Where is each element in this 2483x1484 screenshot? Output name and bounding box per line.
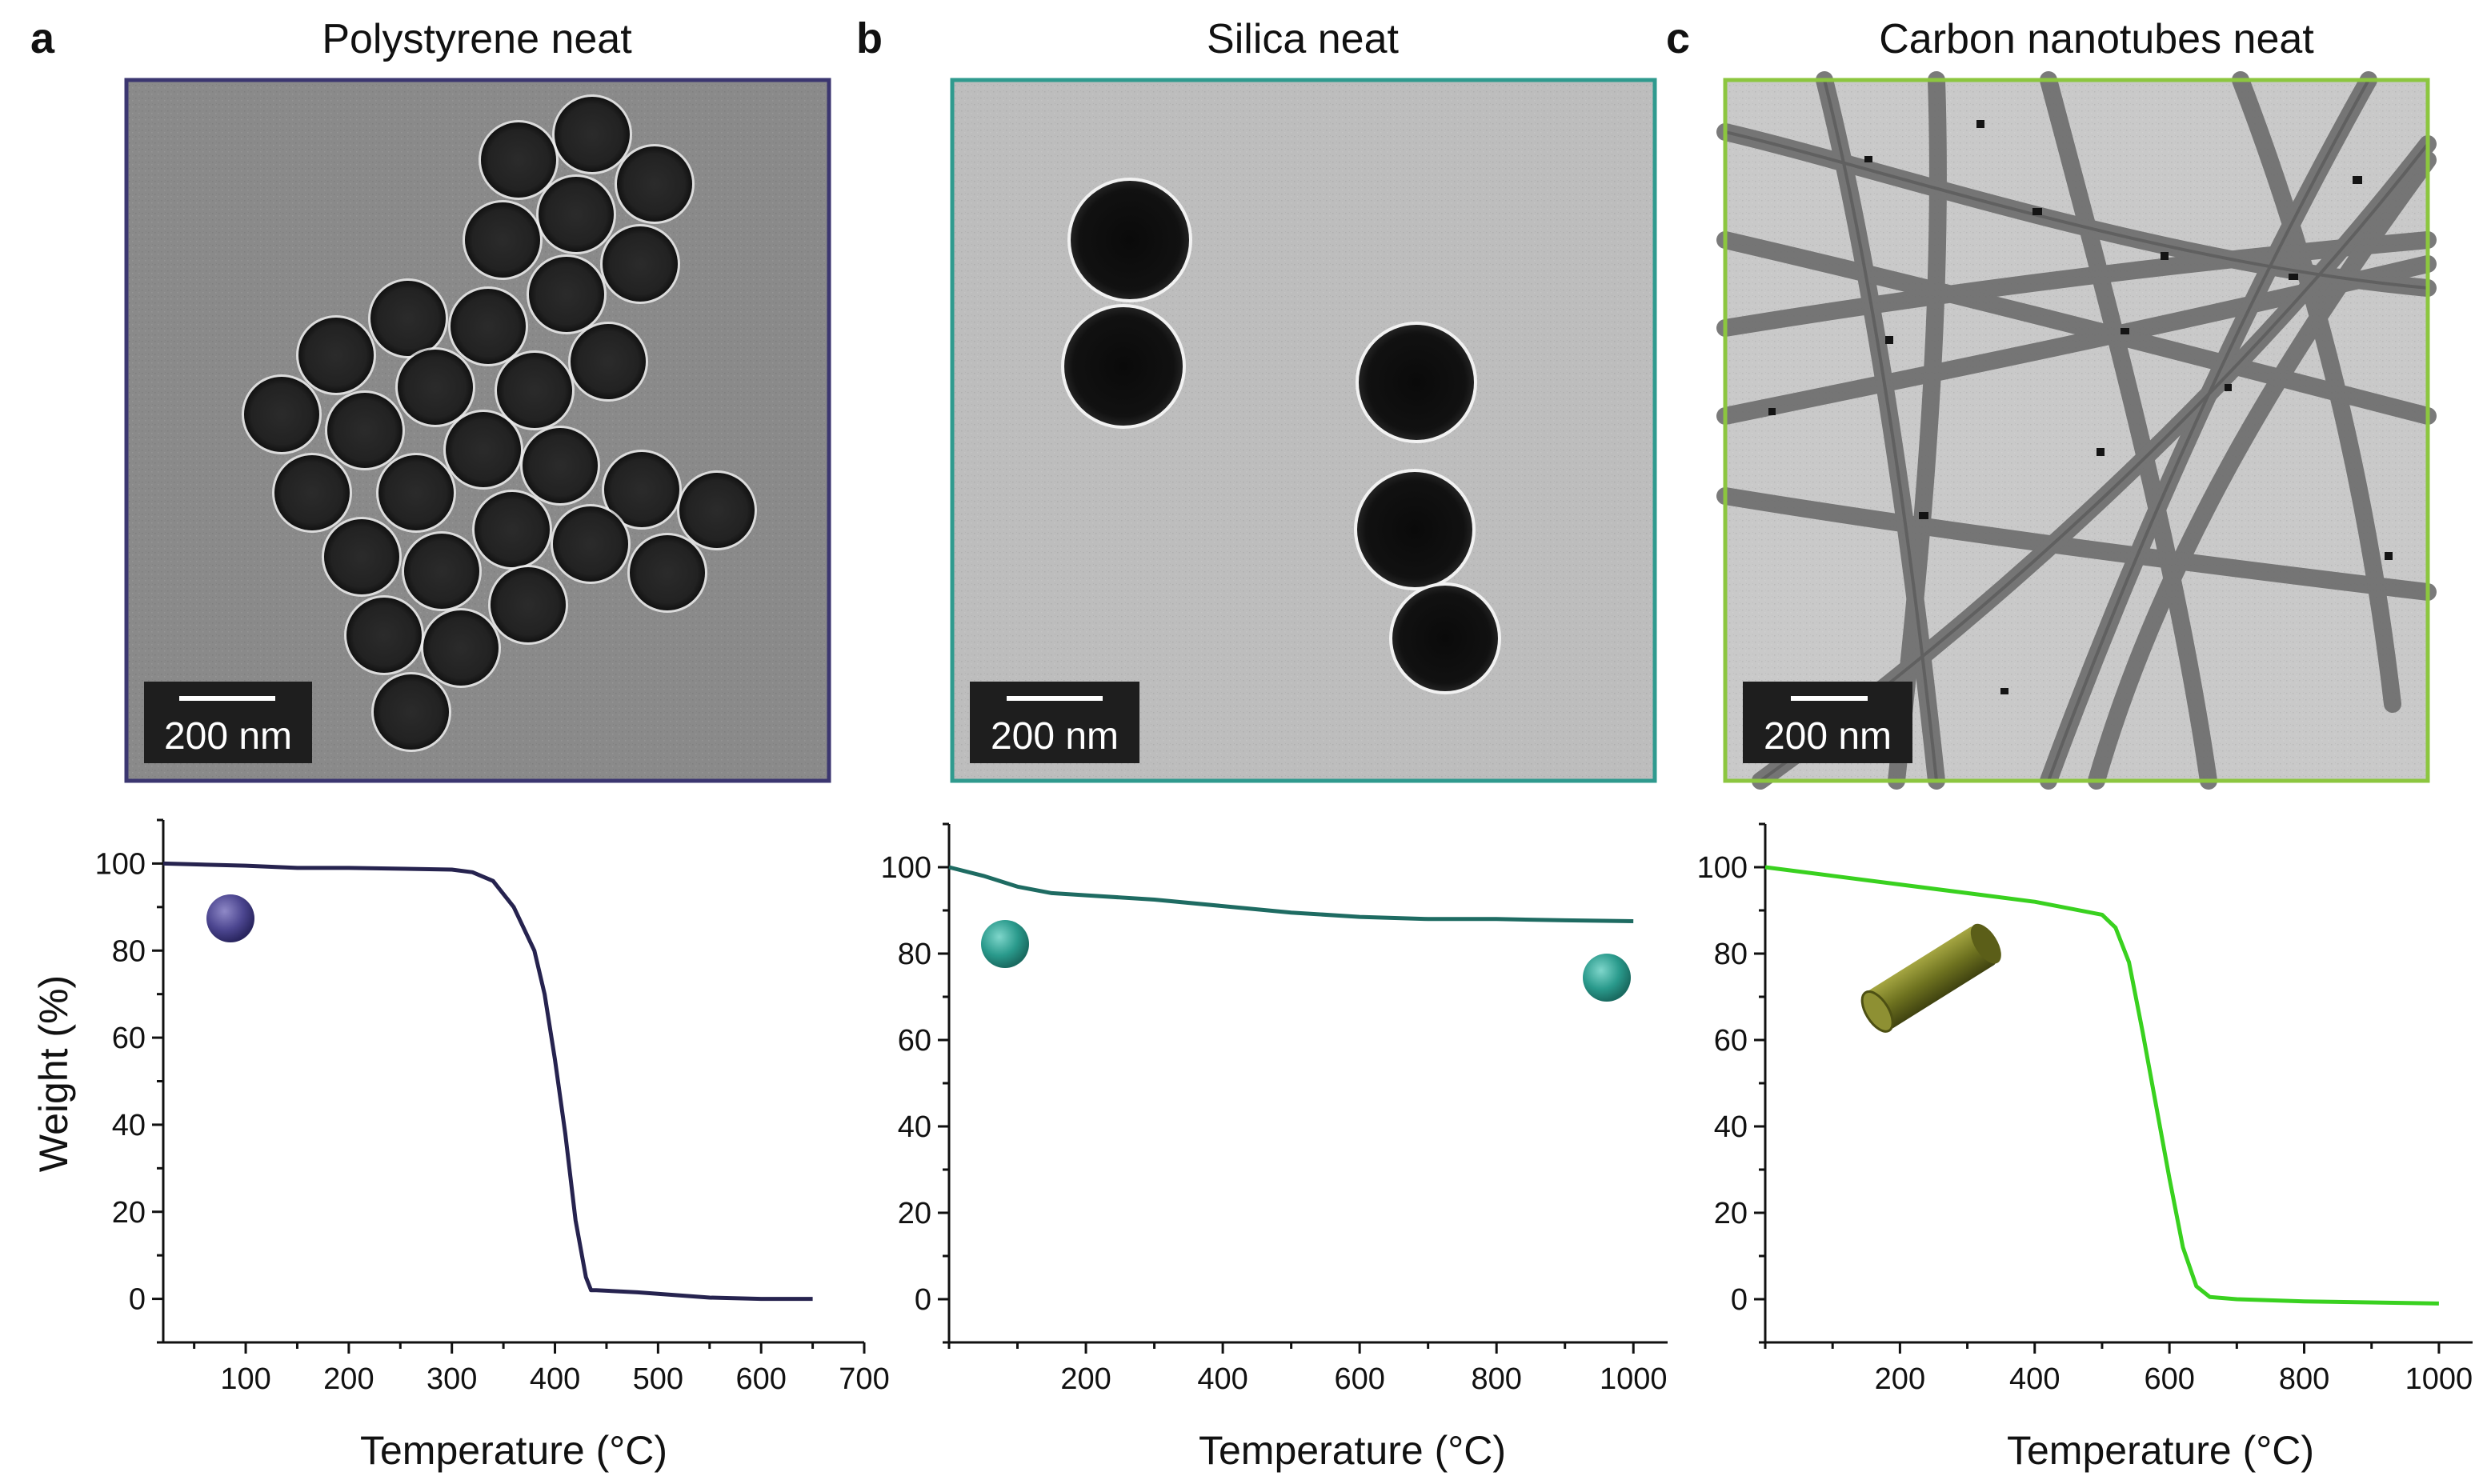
y-tick-label: 60 bbox=[898, 1024, 931, 1058]
scale-bar-label-c: 200 nm bbox=[1764, 715, 1892, 758]
y-tick-label: 20 bbox=[898, 1197, 931, 1230]
series-line bbox=[162, 861, 813, 1302]
y-tick-label: 100 bbox=[1697, 851, 1748, 885]
silica-particles bbox=[1061, 178, 1501, 694]
y-axis-label: Weight (%) bbox=[31, 975, 76, 1172]
y-tick-label: 100 bbox=[881, 851, 931, 885]
tga-chart-polystyrene: 0 20 40 60 80 100 100 200 300 400 500 600 700 Tempera… bbox=[95, 818, 890, 1473]
y-tick-label: 0 bbox=[915, 1283, 931, 1317]
y-tick-label: 40 bbox=[898, 1110, 931, 1144]
panel-title-c: Carbon nanotubes neat bbox=[1879, 16, 2314, 62]
x-tick-label: 1000 bbox=[1600, 1362, 1668, 1396]
polystyrene-particles bbox=[242, 94, 757, 752]
x-axis-label: Temperature (°C) bbox=[2007, 1428, 2314, 1473]
tga-chart-silica: 0 20 40 60 80 100 200 400 600 800 1000 Temperature … bbox=[881, 822, 1668, 1473]
polystyrene-sphere-icon bbox=[206, 894, 254, 942]
y-tick-label: 20 bbox=[112, 1196, 146, 1230]
y-tick-label: 60 bbox=[112, 1022, 146, 1055]
scale-bar-label-a: 200 nm bbox=[164, 715, 292, 758]
panel-letter-c: c bbox=[1666, 14, 1690, 62]
y-tick-label: 100 bbox=[95, 847, 146, 881]
x-tick-label: 200 bbox=[323, 1362, 374, 1396]
panel-title-a: Polystyrene neat bbox=[322, 16, 632, 62]
tem-image-polystyrene: 200 nm bbox=[124, 78, 831, 783]
panel-title-b: Silica neat bbox=[1207, 16, 1399, 62]
scale-bar-label-b: 200 nm bbox=[991, 715, 1119, 758]
scale-bar-c: 200 nm bbox=[1743, 682, 1912, 763]
tem-image-silica: 200 nm bbox=[950, 78, 1657, 783]
panel-letter-b: b bbox=[856, 14, 883, 62]
silica-sphere-icon-2 bbox=[1583, 954, 1631, 1002]
series-line bbox=[1764, 865, 2439, 1306]
scale-bar-a: 200 nm bbox=[144, 682, 312, 763]
nanotube-cylinder-icon bbox=[1860, 923, 2001, 1033]
series-line bbox=[948, 865, 1634, 923]
x-tick-label: 200 bbox=[1060, 1362, 1111, 1396]
x-tick-label: 400 bbox=[2009, 1362, 2060, 1396]
y-tick-label: 80 bbox=[112, 934, 146, 968]
x-tick-label: 600 bbox=[2144, 1362, 2194, 1396]
x-tick-label: 700 bbox=[839, 1362, 889, 1396]
panel-letter-a: a bbox=[30, 14, 55, 62]
y-tick-label: 60 bbox=[1714, 1024, 1748, 1058]
x-tick-label: 600 bbox=[1334, 1362, 1384, 1396]
y-tick-label: 40 bbox=[112, 1109, 146, 1142]
x-tick-label: 600 bbox=[735, 1362, 786, 1396]
y-tick-label: 40 bbox=[1714, 1110, 1748, 1144]
y-tick-label: 0 bbox=[1731, 1283, 1748, 1317]
x-tick-label: 400 bbox=[530, 1362, 580, 1396]
x-tick-label: 800 bbox=[2279, 1362, 2329, 1396]
y-tick-label: 20 bbox=[1714, 1197, 1748, 1230]
x-tick-label: 400 bbox=[1197, 1362, 1248, 1396]
x-tick-label: 300 bbox=[427, 1362, 477, 1396]
x-tick-label: 800 bbox=[1471, 1362, 1521, 1396]
y-tick-label: 0 bbox=[129, 1283, 146, 1317]
x-axis-label: Temperature (°C) bbox=[360, 1428, 667, 1473]
x-tick-label: 100 bbox=[220, 1362, 270, 1396]
tem-image-nanotubes: 200 nm bbox=[1716, 71, 2437, 790]
y-tick-label: 80 bbox=[898, 938, 931, 971]
silica-sphere-icon bbox=[981, 920, 1029, 968]
x-tick-label: 500 bbox=[633, 1362, 683, 1396]
x-tick-label: 1000 bbox=[2405, 1362, 2473, 1396]
x-axis-label: Temperature (°C) bbox=[1199, 1428, 1506, 1473]
x-tick-label: 200 bbox=[1875, 1362, 1925, 1396]
scale-bar-b: 200 nm bbox=[970, 682, 1139, 763]
y-tick-label: 80 bbox=[1714, 938, 1748, 971]
tga-chart-nanotubes: 0 20 40 60 80 100 200 400 600 800 1000 Temperature … bbox=[1697, 822, 2473, 1473]
